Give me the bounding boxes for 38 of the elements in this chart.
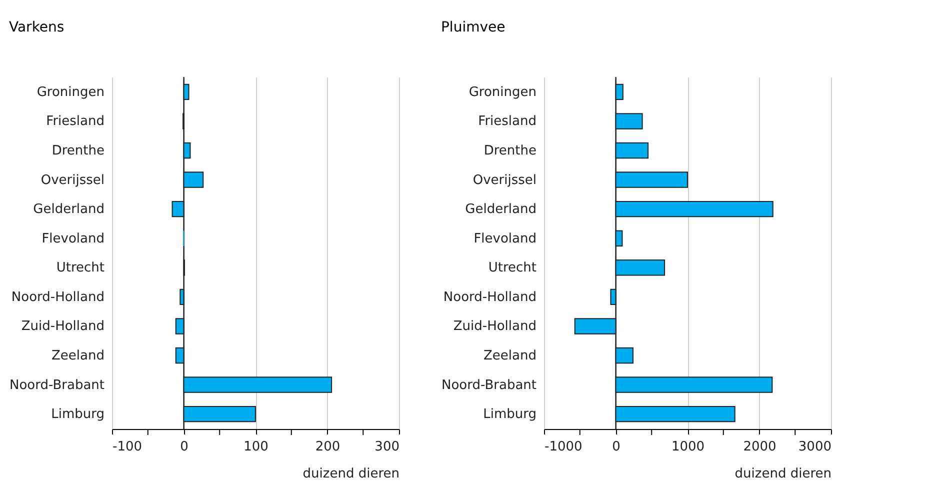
x-tick-label: 0 [612, 440, 620, 454]
y-tick-label: Drenthe [484, 144, 536, 159]
y-tick-label: Utrecht [56, 260, 104, 276]
y-tick-label: Noord-Holland [443, 290, 536, 305]
x-tick-label: 100 [244, 440, 268, 454]
y-tick-label: Overijssel [40, 172, 104, 188]
y-tick-label: Noord-Brabant [441, 378, 536, 393]
y-tick-label: Zuid-Holland [21, 319, 104, 334]
x-tick-label: -1000 [544, 440, 582, 454]
y-tick-label: Gelderland [33, 202, 104, 218]
y-tick-label: Flevoland [42, 231, 104, 246]
x-tick-label: 3000 [798, 440, 832, 454]
y-tick-label: Utrecht [488, 260, 536, 276]
y-tick-label: Limburg [51, 407, 104, 422]
x-tick-label: -100 [112, 440, 142, 454]
chart-title: Varkens [8, 20, 64, 36]
y-tick-label: Limburg [483, 407, 536, 422]
y-tick-label: Noord-Brabant [9, 378, 104, 393]
chart-title: Pluimvee [440, 20, 506, 36]
y-tick-label: Noord-Holland [11, 290, 104, 305]
x-tick-label: 0 [180, 440, 188, 454]
x-tick-label: 1000 [671, 440, 705, 454]
y-tick-label: Drenthe [52, 144, 104, 159]
y-tick-label: Friesland [46, 114, 104, 130]
y-tick-label: Flevoland [474, 231, 536, 246]
x-axis-title: duizend dieren [734, 466, 832, 482]
y-tick-label: Overijssel [472, 172, 536, 188]
y-tick-label: Groningen [468, 84, 536, 100]
x-tick-label: 200 [315, 440, 340, 454]
x-tick-label: 2000 [743, 440, 776, 454]
y-tick-label: Zeeland [52, 348, 104, 364]
y-tick-label: Friesland [478, 114, 536, 130]
x-axis-title: duizend dieren [302, 466, 400, 482]
y-tick-label: Zeeland [484, 348, 536, 364]
y-tick-label: Gelderland [465, 202, 536, 218]
x-tick-label: 300 [374, 440, 400, 454]
y-tick-label: Zuid-Holland [453, 319, 536, 334]
y-tick-label: Groningen [36, 84, 104, 100]
